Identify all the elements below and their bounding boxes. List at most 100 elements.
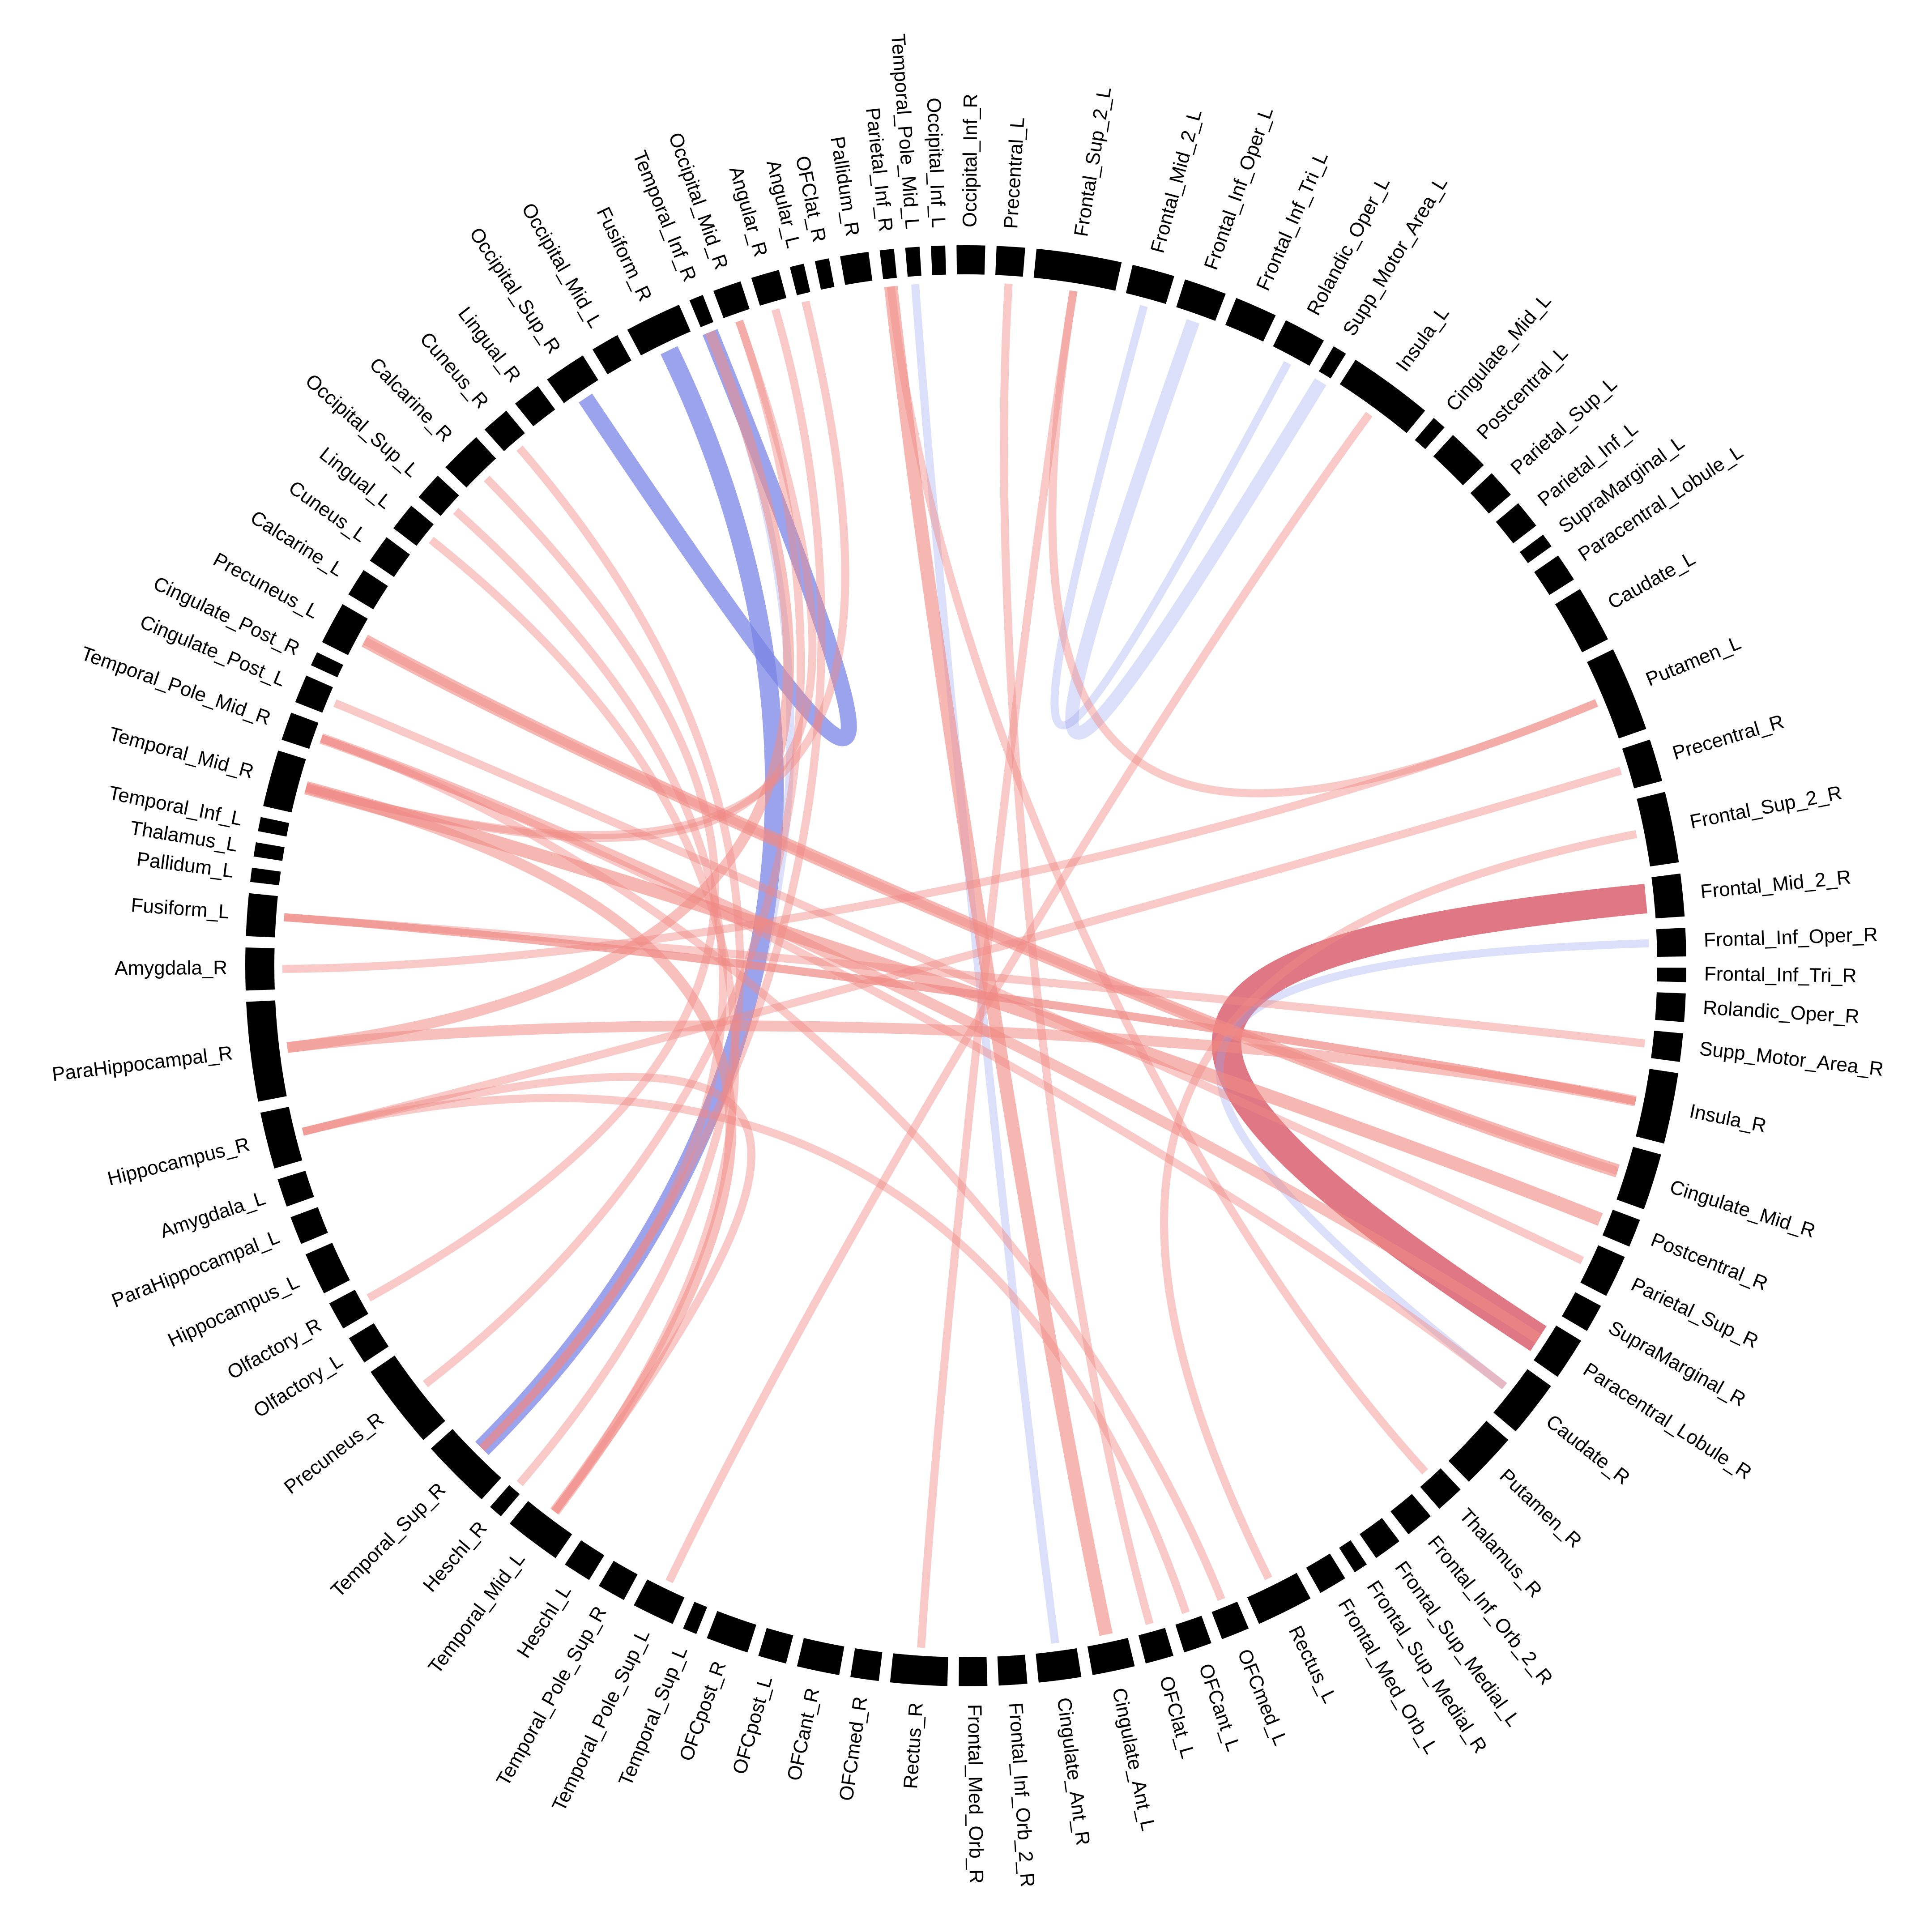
node-arc-precentral-r bbox=[1622, 739, 1663, 789]
node-arc-occipital-mid-l bbox=[592, 335, 631, 375]
node-arc-ofcpost-r bbox=[707, 1611, 756, 1653]
link-frontal-mid-2-l-to-rolandic-oper-l bbox=[1050, 305, 1291, 729]
link-occipital-sup-r-to-temporal-inf-r bbox=[579, 329, 857, 746]
node-label-frontal-inf-orb-2-r: Frontal_Inf_Orb_2_R bbox=[1005, 1702, 1039, 1888]
node-arc-precuneus-l bbox=[322, 604, 368, 655]
node-label-amygdala-r: Amygdala_R bbox=[115, 957, 227, 979]
node-arc-occipital-mid-r bbox=[713, 281, 750, 318]
node-arc-olfactory-r bbox=[329, 1289, 369, 1329]
node-arc-frontal-inf-oper-r bbox=[1656, 927, 1686, 957]
link-parahippocampal-r-to-temporal-inf-r bbox=[286, 330, 794, 1053]
node-arc-frontal-mid-2-r bbox=[1651, 873, 1685, 919]
node-arc-cingulate-ant-r bbox=[1036, 1648, 1082, 1683]
link-insula-l-to-temporal-pole-sup-l bbox=[665, 412, 1373, 1583]
node-label-ofclat-l: OFClat_L bbox=[1155, 1674, 1199, 1761]
node-label-heschl-r: Heschl_R bbox=[419, 1517, 491, 1596]
node-arc-amygdala-l bbox=[277, 1170, 314, 1207]
node-arc-cingulate-mid-l bbox=[1415, 418, 1445, 449]
node-arc-putamen-l bbox=[1587, 649, 1646, 738]
node-label-fusiform-r: Fusiform_R bbox=[592, 204, 656, 305]
node-arc-supramarginal-l bbox=[1519, 534, 1552, 563]
node-label-ofcmed-l: OFCmed_L bbox=[1233, 1646, 1292, 1749]
node-arc-temporal-mid-l bbox=[509, 1501, 572, 1558]
link-cingulate-ant-r-to-temporal-pole-mid-l bbox=[911, 284, 1059, 1644]
link-hippocampus-r-to-ofcant-l bbox=[302, 1094, 1190, 1614]
node-label-frontal-med-orb-r: Frontal_Med_Orb_R bbox=[964, 1704, 987, 1884]
node-arc-supp-motor-area-r bbox=[1651, 1031, 1683, 1062]
link-thalamus-r-to-parietal-inf-r bbox=[887, 286, 1429, 1475]
link-temporal-mid-l-to-lingual-l bbox=[429, 537, 739, 1514]
node-label-angular-r: Angular_R bbox=[725, 164, 772, 259]
link-temporal-sup-r-to-angular-r bbox=[479, 308, 826, 1451]
node-arc-postcentral-r bbox=[1602, 1209, 1640, 1247]
link-insula-r-to-fusiform-l bbox=[284, 913, 1637, 1105]
node-label-supp-motor-area-r: Supp_Motor_Area_R bbox=[1698, 1037, 1885, 1080]
node-arc-paracentral-lobule-r bbox=[1533, 1325, 1581, 1377]
node-label-cingulate-mid-l: Cingulate_Mid_L bbox=[1442, 290, 1555, 415]
node-label-occipital-inf-r: Occipital_Inf_R bbox=[959, 94, 981, 227]
node-arc-frontal-inf-tri-r bbox=[1657, 968, 1686, 982]
node-arc-hippocampus-r bbox=[260, 1107, 303, 1169]
node-label-ofcant-r: OFCant_R bbox=[783, 1686, 824, 1783]
node-arc-thalamus-l bbox=[253, 842, 285, 861]
node-label-frontal-sup-2-l: Frontal_Sup_2_L bbox=[1070, 85, 1116, 238]
node-arc-cingulate-post-r bbox=[311, 652, 343, 678]
node-arc-occipital-inf-l bbox=[930, 245, 946, 275]
node-label-putamen-l: Putamen_L bbox=[1642, 631, 1744, 691]
link-caudate-r-to-temporal-pole-mid-r bbox=[320, 734, 1507, 1390]
node-arc-angular-l bbox=[789, 264, 810, 295]
link-temporal-mid-r-to-postcentral-r bbox=[304, 781, 1603, 1226]
link-cingulate-mid-r-to-precuneus-l bbox=[363, 637, 1619, 1175]
node-label-fusiform-l: Fusiform_L bbox=[130, 894, 230, 923]
node-label-frontal-inf-tri-l: Frontal_Inf_Tri_L bbox=[1252, 149, 1332, 294]
node-arc-putamen-r bbox=[1448, 1420, 1509, 1482]
node-label-frontal-inf-oper-r: Frontal_Inf_Oper_R bbox=[1703, 924, 1878, 951]
node-label-precuneus-r: Precuneus_R bbox=[280, 1408, 388, 1498]
node-arc-ofcant-r bbox=[797, 1638, 844, 1675]
node-arc-frontal-inf-tri-l bbox=[1225, 298, 1276, 342]
node-arc-frontal-med-orb-l bbox=[1306, 1553, 1345, 1593]
node-arc-ofclat-r bbox=[815, 258, 835, 290]
node-label-rectus-r: Rectus_R bbox=[900, 1702, 927, 1790]
node-arc-occipital-sup-r bbox=[547, 355, 598, 403]
link-heschl-r-to-cuneus-r bbox=[516, 445, 744, 1486]
node-arc-hippocampus-l bbox=[305, 1242, 350, 1293]
node-arc-temporal-inf-r bbox=[689, 295, 714, 328]
link-precuneus-r-to-occipital-mid-r bbox=[422, 320, 805, 1387]
node-arc-frontal-inf-oper-l bbox=[1176, 279, 1226, 321]
node-arc-occipital-sup-l bbox=[418, 475, 459, 516]
node-arc-cuneus-l bbox=[370, 537, 410, 577]
node-arc-frontal-inf-orb-2-r bbox=[1390, 1494, 1431, 1535]
link-fusiform-l-to-supp-motor-area-r bbox=[284, 913, 1646, 1048]
node-arc-frontal-inf-orb-2-r bbox=[997, 1655, 1028, 1686]
link-hippocampus-r-to-precentral-r bbox=[302, 767, 1622, 1136]
link-amygdala-r-to-putamen-l bbox=[282, 699, 1598, 973]
node-arc-ofcpost-l bbox=[758, 1628, 793, 1664]
node-arc-cingulate-mid-r bbox=[1616, 1147, 1661, 1210]
node-arc-insula-l bbox=[1339, 359, 1425, 433]
node-arc-fusiform-r bbox=[627, 304, 691, 356]
node-arc-cuneus-r bbox=[484, 410, 525, 452]
node-label-ofcpost-r: OFCpost_R bbox=[675, 1659, 730, 1764]
node-label-parietal-inf-r: Parietal_Inf_R bbox=[862, 107, 897, 233]
node-arc-pallidum-r bbox=[840, 252, 873, 285]
link-temporal-pole-mid-r-to-paracentral-lobule-r bbox=[319, 733, 1542, 1343]
node-label-frontal-mid-2-r: Frontal_Mid_2_R bbox=[1699, 866, 1852, 903]
link-hippocampus-r-to-temporal-mid-l bbox=[302, 1073, 755, 1514]
node-arc-frontal-sup-medial-l bbox=[1359, 1518, 1400, 1558]
link-cingulate-ant-l-to-parietal-inf-r bbox=[884, 286, 1113, 1636]
node-arc-parahippocampal-l bbox=[290, 1207, 328, 1244]
link-cingulate-post-l-to-parietal-sup-r bbox=[333, 699, 1584, 1264]
node-label-parahippocampal-r: ParaHippocampal_R bbox=[51, 1042, 234, 1085]
node-arc-amygdala-r bbox=[245, 947, 275, 991]
node-arc-temporal-inf-l bbox=[258, 817, 290, 837]
node-label-amygdala-l: Amygdala_L bbox=[157, 1187, 268, 1242]
node-label-precentral-r: Precentral_R bbox=[1670, 711, 1787, 764]
node-arc-occipital-inf-r bbox=[956, 245, 985, 275]
node-arc-angular-r bbox=[751, 270, 787, 306]
node-arc-temporal-pole-sup-l bbox=[634, 1579, 685, 1624]
node-label-frontal-inf-tri-r: Frontal_Inf_Tri_R bbox=[1704, 963, 1857, 987]
node-arc-cingulate-ant-l bbox=[1087, 1638, 1135, 1675]
node-arc-lingual-r bbox=[515, 386, 555, 426]
